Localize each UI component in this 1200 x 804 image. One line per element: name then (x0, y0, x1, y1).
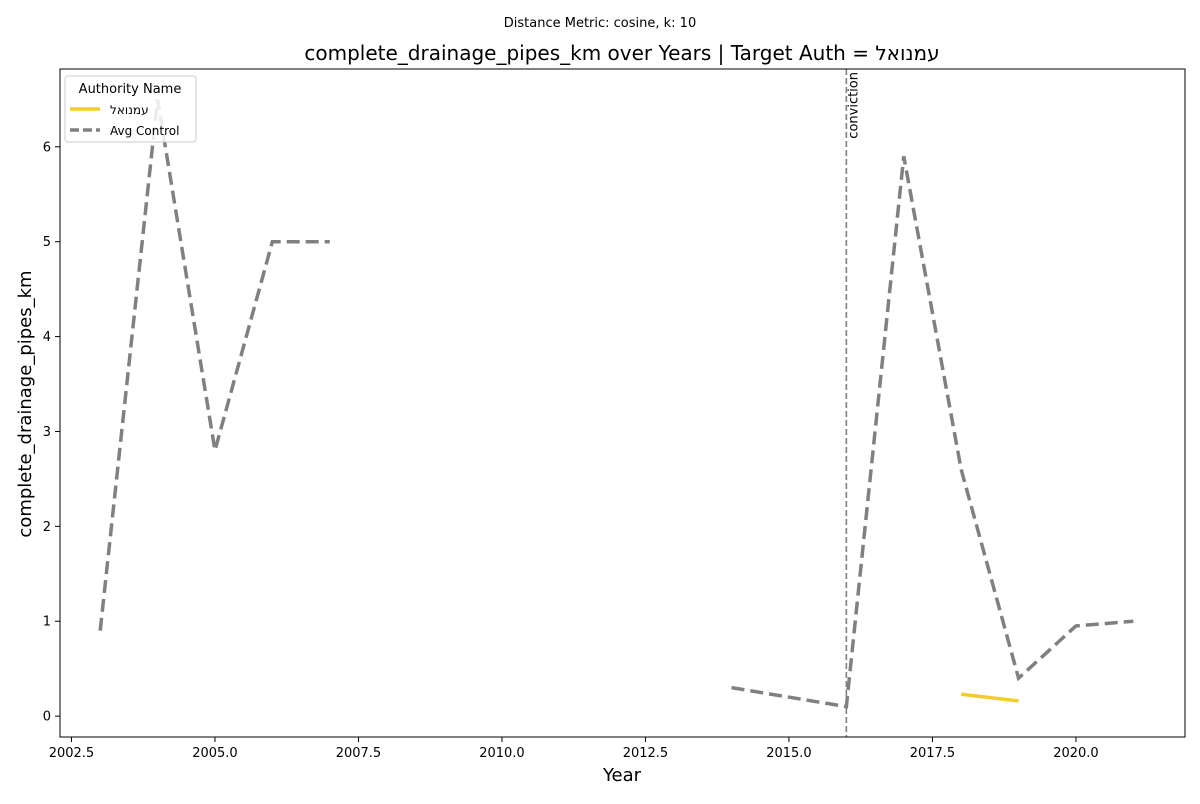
x-tick-label: 2007.5 (336, 746, 382, 761)
y-tick-label: 0 (43, 710, 51, 725)
x-tick-label: 2017.5 (910, 746, 956, 761)
target-series-line (960, 692, 1019, 703)
legend-label-target: עמנואל (110, 103, 149, 117)
y-tick-label: 3 (43, 425, 51, 440)
y-axis-label: complete_drainage_pipes_km (15, 270, 36, 537)
y-tick-label: 5 (43, 235, 51, 250)
chart-suptitle: Distance Metric: cosine, k: 10 (504, 16, 696, 31)
x-tick-label: 2002.5 (49, 746, 95, 761)
legend-box (64, 75, 197, 143)
avg-control-series-line (98, 99, 330, 631)
y-tick-label: 2 (43, 520, 51, 535)
legend: Authority Name עמנואל Avg Control (64, 75, 197, 143)
axis-ticks: 2002.5 2005.0 2007.5 2010.0 2012.5 2015.0 2017… (43, 140, 1099, 761)
chart-title: complete_drainage_pipes_km over Years | … (304, 41, 939, 65)
x-tick-label: 2020.0 (1053, 746, 1099, 761)
x-tick-label: 2015.0 (766, 746, 812, 761)
x-axis-label: Year (602, 765, 642, 786)
conviction-label: conviction (846, 72, 861, 139)
x-tick-label: 2005.0 (192, 746, 238, 761)
legend-title: Authority Name (79, 82, 182, 97)
annotations: conviction (845, 69, 861, 737)
y-tick-label: 6 (43, 140, 51, 155)
y-tick-label: 1 (43, 615, 51, 630)
plot-frame (59, 68, 1186, 738)
y-tick-label: 4 (43, 330, 51, 345)
avg-control-series-line (731, 155, 1134, 709)
legend-label-avg-control: Avg Control (110, 124, 179, 138)
x-tick-label: 2012.5 (623, 746, 669, 761)
series-lines (98, 99, 1134, 709)
x-tick-label: 2010.0 (479, 746, 525, 761)
